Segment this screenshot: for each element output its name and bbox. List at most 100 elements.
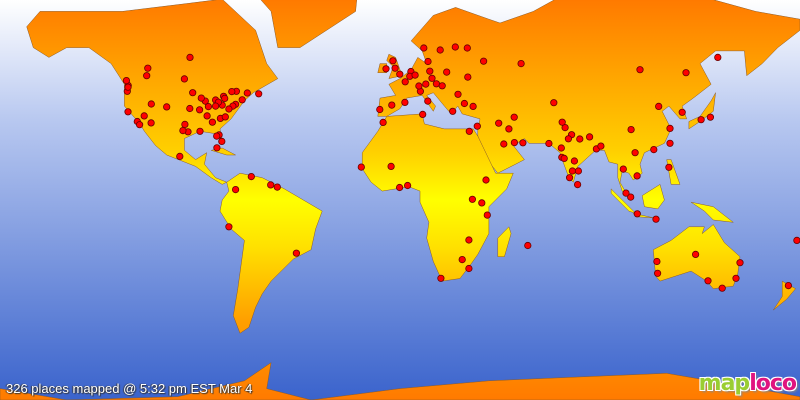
place-marker[interactable]	[706, 113, 715, 121]
place-marker[interactable]	[560, 154, 568, 162]
place-marker[interactable]	[357, 163, 365, 171]
place-marker[interactable]	[545, 139, 553, 148]
place-marker[interactable]	[247, 173, 255, 181]
place-marker[interactable]	[463, 44, 471, 52]
place-marker[interactable]	[389, 57, 397, 65]
place-marker[interactable]	[189, 89, 197, 97]
place-marker[interactable]	[443, 68, 451, 76]
place-marker[interactable]	[203, 112, 211, 120]
place-marker[interactable]	[478, 199, 486, 207]
place-marker[interactable]	[468, 195, 476, 203]
place-marker[interactable]	[465, 236, 473, 244]
place-marker[interactable]	[255, 90, 263, 98]
place-marker[interactable]	[451, 43, 459, 51]
place-marker[interactable]	[570, 157, 579, 165]
place-marker[interactable]	[136, 121, 144, 129]
place-marker[interactable]	[732, 274, 740, 282]
place-marker[interactable]	[469, 102, 477, 111]
place-marker[interactable]	[619, 165, 627, 173]
place-marker[interactable]	[196, 127, 204, 135]
place-marker[interactable]	[225, 105, 233, 113]
place-marker[interactable]	[419, 110, 427, 119]
place-marker[interactable]	[631, 149, 639, 157]
place-marker[interactable]	[186, 53, 194, 62]
place-marker[interactable]	[479, 57, 488, 65]
place-marker[interactable]	[420, 44, 428, 52]
place-marker[interactable]	[181, 120, 189, 129]
place-marker[interactable]	[682, 69, 690, 77]
place-marker[interactable]	[464, 73, 472, 81]
place-marker[interactable]	[437, 274, 445, 282]
place-marker[interactable]	[415, 82, 423, 90]
place-marker[interactable]	[147, 119, 155, 127]
place-marker[interactable]	[573, 181, 582, 189]
place-marker[interactable]	[180, 75, 188, 83]
place-marker[interactable]	[243, 89, 251, 97]
place-marker[interactable]	[517, 59, 525, 68]
place-marker[interactable]	[627, 126, 635, 134]
place-marker[interactable]	[176, 152, 184, 160]
place-marker[interactable]	[784, 281, 793, 290]
place-marker[interactable]	[650, 146, 658, 154]
place-marker[interactable]	[212, 102, 220, 110]
place-marker[interactable]	[144, 64, 152, 72]
place-marker[interactable]	[396, 70, 404, 78]
place-marker[interactable]	[143, 72, 151, 80]
place-marker[interactable]	[179, 127, 187, 135]
place-marker[interactable]	[273, 183, 281, 191]
place-marker[interactable]	[574, 167, 583, 175]
place-marker[interactable]	[403, 181, 412, 190]
place-marker[interactable]	[228, 88, 236, 96]
place-marker[interactable]	[550, 99, 558, 107]
place-marker[interactable]	[238, 96, 246, 104]
place-marker[interactable]	[622, 189, 630, 197]
place-marker[interactable]	[213, 144, 221, 152]
place-marker[interactable]	[793, 236, 800, 244]
place-marker[interactable]	[652, 215, 660, 223]
place-marker[interactable]	[213, 132, 221, 140]
place-marker[interactable]	[225, 223, 233, 231]
maploco-logo[interactable]: maploco	[699, 371, 797, 397]
place-marker[interactable]	[561, 124, 569, 132]
place-marker[interactable]	[565, 174, 574, 182]
place-marker[interactable]	[147, 100, 155, 108]
place-marker[interactable]	[473, 122, 481, 130]
place-marker[interactable]	[576, 135, 584, 143]
place-marker[interactable]	[655, 102, 663, 111]
place-marker[interactable]	[436, 46, 444, 54]
place-marker[interactable]	[653, 269, 662, 277]
place-marker[interactable]	[524, 241, 532, 250]
place-marker[interactable]	[465, 127, 473, 135]
place-marker[interactable]	[401, 98, 409, 107]
place-marker[interactable]	[424, 97, 432, 105]
place-marker[interactable]	[718, 284, 726, 292]
place-marker[interactable]	[204, 103, 212, 111]
place-marker[interactable]	[218, 137, 226, 145]
place-marker[interactable]	[391, 64, 399, 72]
place-marker[interactable]	[292, 249, 300, 257]
place-marker[interactable]	[267, 181, 275, 189]
place-marker[interactable]	[208, 118, 216, 126]
place-marker[interactable]	[678, 108, 686, 116]
place-marker[interactable]	[633, 172, 641, 180]
place-marker[interactable]	[411, 71, 419, 79]
place-marker[interactable]	[636, 66, 644, 74]
place-marker[interactable]	[510, 139, 519, 147]
place-marker[interactable]	[665, 163, 673, 171]
place-marker[interactable]	[666, 139, 674, 147]
place-marker[interactable]	[422, 80, 430, 88]
place-marker[interactable]	[401, 78, 409, 86]
place-marker[interactable]	[505, 125, 513, 133]
place-marker[interactable]	[465, 264, 473, 273]
place-marker[interactable]	[627, 193, 635, 201]
place-marker[interactable]	[382, 65, 390, 73]
place-marker[interactable]	[197, 94, 205, 102]
place-marker[interactable]	[438, 82, 446, 90]
place-marker[interactable]	[482, 176, 490, 184]
place-marker[interactable]	[483, 211, 491, 219]
place-marker[interactable]	[666, 124, 674, 132]
place-marker[interactable]	[426, 67, 434, 75]
place-marker[interactable]	[122, 77, 131, 85]
place-marker[interactable]	[495, 119, 503, 127]
place-marker[interactable]	[500, 140, 508, 148]
